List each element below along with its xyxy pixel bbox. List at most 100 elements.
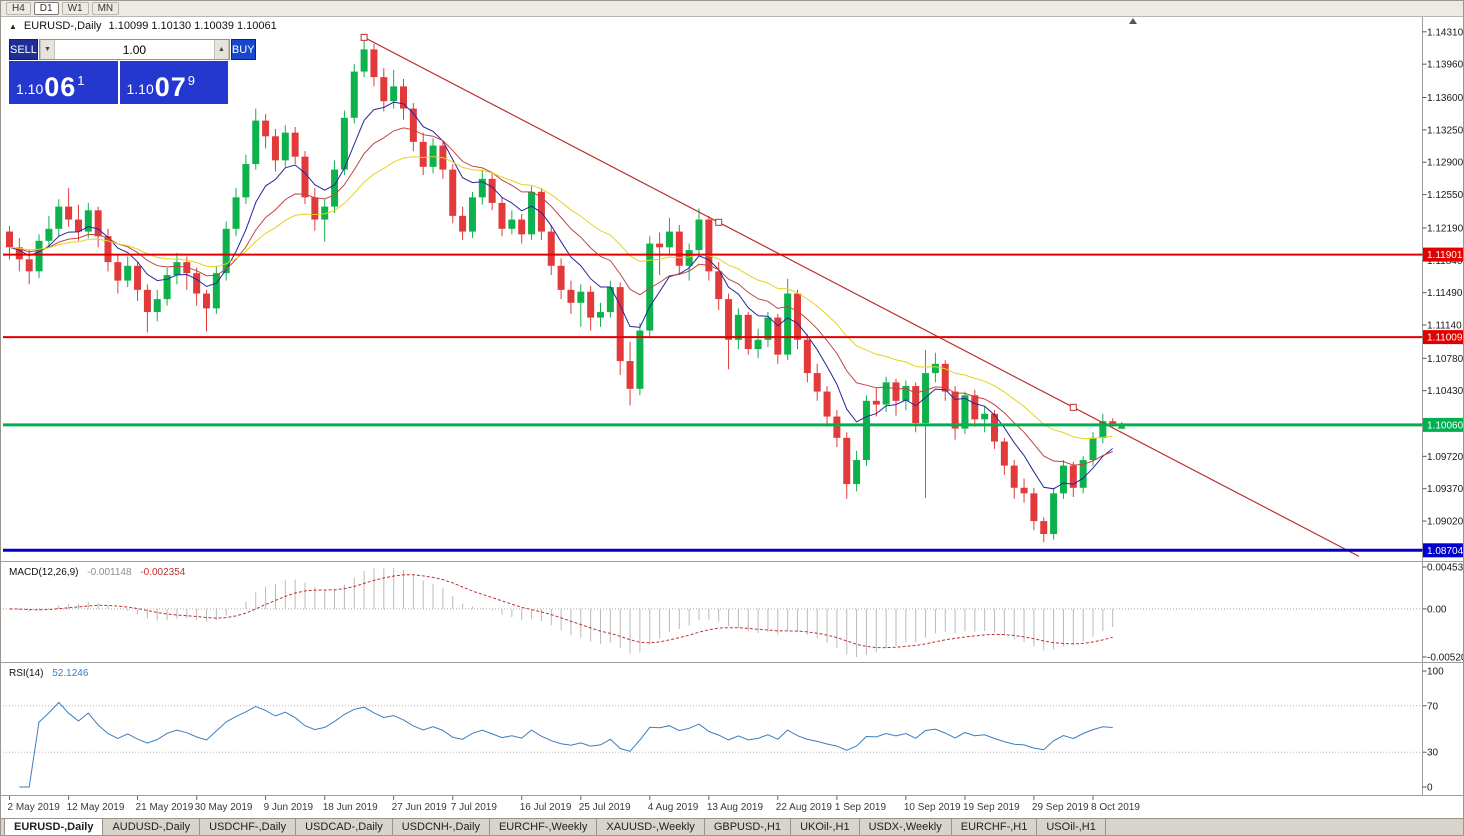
chart-tab[interactable]: USDX-,Weekly bbox=[858, 819, 952, 835]
chart-tab-bar: EURUSD-,Daily AUDUSD-,Daily USDCHF-,Daily U… bbox=[1, 818, 1463, 835]
svg-text:1.13960: 1.13960 bbox=[1427, 60, 1464, 71]
macd-indicator-label: MACD(12,26,9) -0.001148 -0.002354 bbox=[9, 567, 185, 578]
macd-signal-value: -0.002354 bbox=[140, 567, 186, 578]
price-line-label bbox=[1423, 247, 1463, 262]
lot-increase-button[interactable]: ▲ bbox=[213, 40, 229, 59]
buy-price-prefix: 1.10 bbox=[126, 81, 154, 97]
svg-text:12 May 2019: 12 May 2019 bbox=[67, 802, 125, 813]
svg-text:1.11009: 1.11009 bbox=[1427, 333, 1463, 344]
chart-tab[interactable]: EURUSD-,Daily bbox=[4, 819, 104, 835]
svg-text:0: 0 bbox=[1427, 783, 1433, 794]
timeframe-button-h4[interactable]: H4 bbox=[6, 2, 31, 15]
svg-text:1.13600: 1.13600 bbox=[1427, 93, 1464, 104]
svg-text:0.00: 0.00 bbox=[1427, 604, 1447, 615]
date-axis[interactable]: 2 May 2019 12 May 2019 21 May 2019 30 May 2… bbox=[8, 796, 1141, 813]
trendline-handle[interactable] bbox=[715, 218, 723, 226]
chart-tab[interactable]: USDCAD-,Daily bbox=[295, 819, 393, 835]
macd-signal-line bbox=[9, 574, 1113, 649]
svg-text:29 Sep 2019: 29 Sep 2019 bbox=[1032, 802, 1089, 813]
lot-size-input[interactable] bbox=[54, 40, 214, 59]
timeframe-toolbar: H4 D1 W1 MN bbox=[1, 1, 1463, 17]
svg-text:1.12550: 1.12550 bbox=[1427, 190, 1464, 201]
chart-symbol-title: EURUSD-,Daily bbox=[23, 20, 102, 32]
buy-price-big: 07 bbox=[154, 72, 187, 102]
descending-trendline[interactable] bbox=[363, 36, 1360, 557]
svg-text:1.10780: 1.10780 bbox=[1427, 354, 1464, 365]
chart-tab[interactable]: USOil-,H1 bbox=[1036, 819, 1106, 835]
sell-price-display[interactable]: 1.10 06 1 bbox=[9, 61, 118, 104]
svg-text:1.10430: 1.10430 bbox=[1427, 386, 1464, 397]
chart-tab[interactable]: USDCHF-,Daily bbox=[199, 819, 297, 835]
svg-text:2 May 2019: 2 May 2019 bbox=[8, 802, 61, 813]
moving-average-25 bbox=[9, 156, 1113, 440]
svg-text:1.08704: 1.08704 bbox=[1427, 546, 1464, 557]
svg-text:21 May 2019: 21 May 2019 bbox=[136, 802, 194, 813]
trendline-handle[interactable] bbox=[360, 33, 368, 41]
macd-name: MACD(12,26,9) bbox=[9, 567, 79, 578]
buy-button[interactable]: BUY bbox=[230, 39, 256, 60]
rsi-name: RSI(14) bbox=[9, 668, 44, 679]
chart-tab[interactable]: AUDUSD-,Daily bbox=[102, 819, 201, 835]
timeframe-button-w1[interactable]: W1 bbox=[61, 2, 89, 15]
price-line-label bbox=[1423, 417, 1463, 432]
svg-text:1.12900: 1.12900 bbox=[1427, 158, 1464, 169]
svg-text:1.13250: 1.13250 bbox=[1427, 125, 1464, 136]
candlestick-series bbox=[6, 37, 1117, 543]
svg-text:25 Jul 2019: 25 Jul 2019 bbox=[579, 802, 631, 813]
chart-tab[interactable]: XAUUSD-,Weekly bbox=[596, 819, 705, 835]
chart-shift-marker-icon[interactable] bbox=[1129, 18, 1137, 24]
svg-text:1.12190: 1.12190 bbox=[1427, 223, 1464, 234]
svg-text:1 Sep 2019: 1 Sep 2019 bbox=[835, 802, 887, 813]
chart-tab[interactable]: UKOil-,H1 bbox=[790, 819, 860, 835]
svg-text:9 Jun 2019: 9 Jun 2019 bbox=[264, 802, 314, 813]
rsi-value: 52.1246 bbox=[52, 668, 89, 679]
svg-text:1.11901: 1.11901 bbox=[1427, 250, 1463, 261]
svg-text:27 Jun 2019: 27 Jun 2019 bbox=[392, 802, 447, 813]
moving-average-7 bbox=[9, 101, 1114, 490]
rsi-line bbox=[19, 701, 1113, 788]
lot-size-control: ▼ ▲ bbox=[38, 39, 230, 60]
macd-value: -0.001148 bbox=[87, 567, 132, 578]
svg-text:18 Jun 2019: 18 Jun 2019 bbox=[323, 802, 378, 813]
price-line-label bbox=[1423, 543, 1463, 558]
one-click-trading-panel: SELL ▼ ▲ BUY 1.10 06 1 1.10 07 9 bbox=[9, 39, 256, 104]
lot-decrease-button[interactable]: ▼ bbox=[39, 40, 55, 59]
svg-text:19 Sep 2019: 19 Sep 2019 bbox=[963, 802, 1020, 813]
last-price-arrow bbox=[1117, 421, 1126, 429]
svg-text:1.09720: 1.09720 bbox=[1427, 452, 1464, 463]
svg-text:1.09020: 1.09020 bbox=[1427, 517, 1464, 528]
sell-button[interactable]: SELL bbox=[9, 39, 38, 60]
chart-tab[interactable]: EURCHF-,H1 bbox=[950, 819, 1038, 835]
trendline-handle[interactable] bbox=[1069, 403, 1077, 411]
chart-ohlc-values: 1.10099 1.10130 1.10039 1.10061 bbox=[108, 20, 277, 32]
svg-text:1.10060: 1.10060 bbox=[1427, 420, 1464, 431]
svg-text:1.09370: 1.09370 bbox=[1427, 484, 1464, 495]
svg-text:30 May 2019: 30 May 2019 bbox=[195, 802, 253, 813]
rsi-indicator-label: RSI(14) 52.1246 bbox=[9, 668, 88, 679]
chart-tab[interactable]: GBPUSD-,H1 bbox=[703, 819, 792, 835]
timeframe-button-d1[interactable]: D1 bbox=[33, 2, 59, 15]
buy-price-display[interactable]: 1.10 07 9 bbox=[119, 61, 228, 104]
sell-price-pipette: 1 bbox=[77, 73, 85, 88]
moving-average-14 bbox=[9, 127, 1113, 466]
svg-text:-0.005205: -0.005205 bbox=[1427, 653, 1464, 664]
chart-tab[interactable]: EURCHF-,Weekly bbox=[488, 819, 598, 835]
svg-text:13 Aug 2019: 13 Aug 2019 bbox=[707, 802, 764, 813]
svg-text:100: 100 bbox=[1427, 667, 1444, 678]
buy-price-pipette: 9 bbox=[187, 73, 196, 88]
svg-text:10 Sep 2019: 10 Sep 2019 bbox=[904, 802, 961, 813]
price-line-label bbox=[1423, 330, 1463, 345]
svg-text:4 Aug 2019: 4 Aug 2019 bbox=[648, 802, 699, 813]
timeframe-button-mn[interactable]: MN bbox=[91, 2, 120, 15]
svg-text:1.14310: 1.14310 bbox=[1427, 27, 1464, 38]
one-click-collapse-icon[interactable]: ▲ bbox=[9, 21, 17, 31]
svg-text:7 Jul 2019: 7 Jul 2019 bbox=[451, 802, 498, 813]
chart-tab[interactable]: USDCNH-,Daily bbox=[391, 819, 490, 835]
sell-price-big: 06 bbox=[44, 72, 77, 102]
svg-text:8 Oct 2019: 8 Oct 2019 bbox=[1091, 802, 1140, 813]
svg-text:1.11490: 1.11490 bbox=[1427, 288, 1463, 299]
svg-text:22 Aug 2019: 22 Aug 2019 bbox=[776, 802, 833, 813]
sell-price-prefix: 1.10 bbox=[16, 81, 44, 97]
